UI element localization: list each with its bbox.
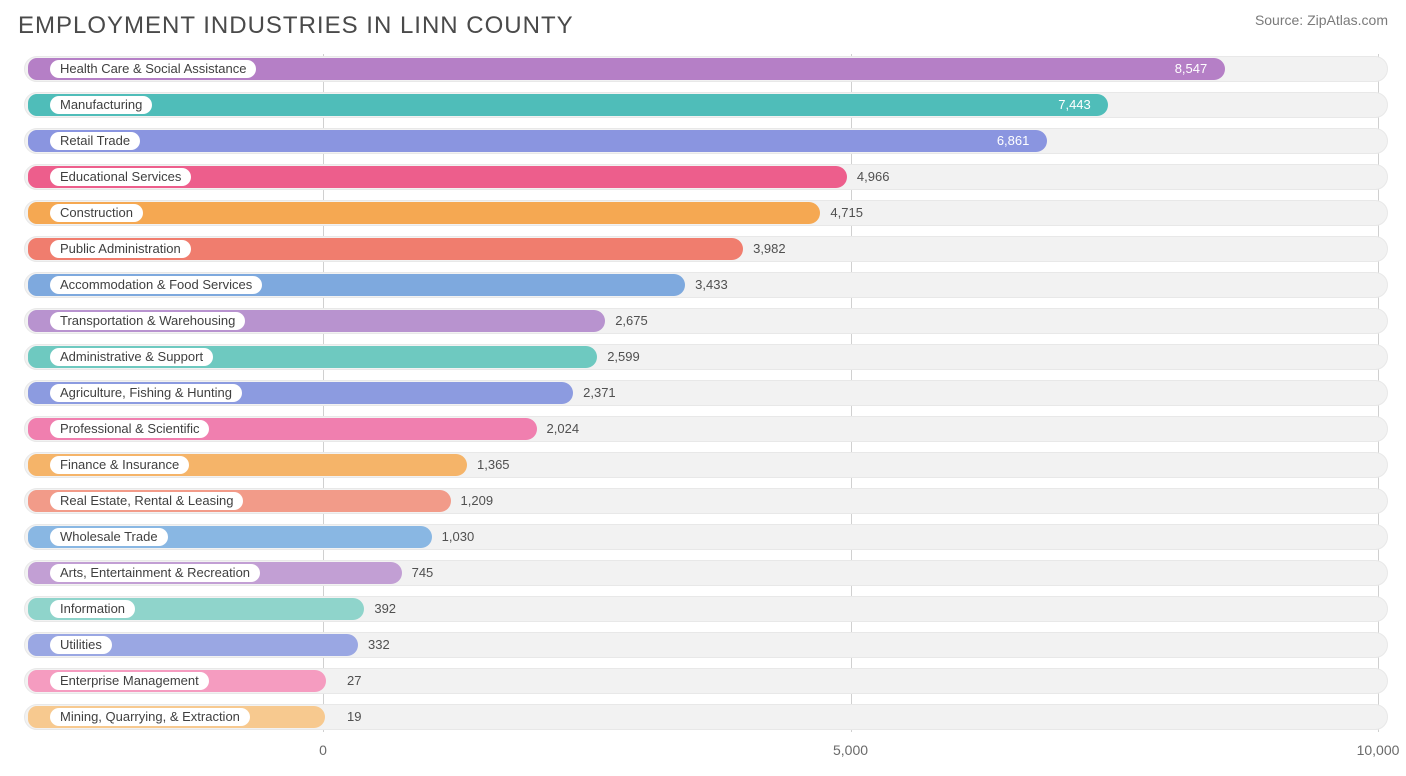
bar-value: 19: [347, 708, 361, 726]
bar-bridge: [28, 94, 1108, 116]
bar-value: 27: [347, 672, 361, 690]
bar-label: Finance & Insurance: [50, 456, 189, 474]
bar-label: Accommodation & Food Services: [50, 276, 262, 294]
bar-row: Transportation & Warehousing 2,675: [18, 306, 1388, 336]
bar-row: Construction 4,715: [18, 198, 1388, 228]
source-label: Source:: [1255, 12, 1307, 28]
bar-label: Enterprise Management: [50, 672, 209, 690]
chart-area: Health Care & Social Assistance 8,547 Manu…: [18, 54, 1388, 768]
bar-row: Manufacturing 7,443: [18, 90, 1388, 120]
source-name: ZipAtlas.com: [1307, 12, 1388, 28]
bar-row: Enterprise Management 27: [18, 666, 1388, 696]
bar-value: 1,030: [442, 528, 475, 546]
bar-label: Wholesale Trade: [50, 528, 168, 546]
bar-label: Utilities: [50, 636, 112, 654]
bar-value: 4,966: [857, 168, 890, 186]
bar-value: 2,024: [547, 420, 580, 438]
bar-label: Mining, Quarrying, & Extraction: [50, 708, 250, 726]
bar-row: Professional & Scientific 2,024: [18, 414, 1388, 444]
bar-value: 332: [368, 636, 390, 654]
bar-row: Real Estate, Rental & Leasing 1,209: [18, 486, 1388, 516]
bar-label: Administrative & Support: [50, 348, 213, 366]
bar-value: 8,547: [1175, 60, 1208, 78]
bar-value: 4,715: [830, 204, 863, 222]
bar-row: Mining, Quarrying, & Extraction 19: [18, 702, 1388, 732]
bar-row: Agriculture, Fishing & Hunting 2,371: [18, 378, 1388, 408]
chart-title: EMPLOYMENT INDUSTRIES IN LINN COUNTY: [18, 12, 574, 40]
x-tick: 10,000: [1357, 742, 1400, 758]
bar-row: Educational Services 4,966: [18, 162, 1388, 192]
bar-label: Construction: [50, 204, 143, 222]
bar-value: 392: [374, 600, 396, 618]
bar-value: 3,982: [753, 240, 786, 258]
bar-bridge: [28, 130, 1047, 152]
bar-value: 2,675: [615, 312, 648, 330]
bar-row: Administrative & Support 2,599: [18, 342, 1388, 372]
chart-header: EMPLOYMENT INDUSTRIES IN LINN COUNTY Sou…: [18, 12, 1388, 40]
bar-row: Utilities 332: [18, 630, 1388, 660]
bar-value: 6,861: [997, 132, 1030, 150]
x-tick: 5,000: [833, 742, 868, 758]
bar-row: Public Administration 3,982: [18, 234, 1388, 264]
bar-value: 1,209: [461, 492, 494, 510]
bar-label: Information: [50, 600, 135, 618]
bar-label: Professional & Scientific: [50, 420, 209, 438]
bar-row: Arts, Entertainment & Recreation 745: [18, 558, 1388, 588]
chart-source: Source: ZipAtlas.com: [1255, 12, 1388, 28]
bar-label: Agriculture, Fishing & Hunting: [50, 384, 242, 402]
bar-row: Finance & Insurance 1,365: [18, 450, 1388, 480]
bar-label: Real Estate, Rental & Leasing: [50, 492, 243, 510]
bar-label: Retail Trade: [50, 132, 140, 150]
bar-label: Arts, Entertainment & Recreation: [50, 564, 260, 582]
bar-label: Educational Services: [50, 168, 191, 186]
bar-value: 745: [412, 564, 434, 582]
bar-row: Information 392: [18, 594, 1388, 624]
bar-bridge: [28, 202, 820, 224]
x-axis: 05,00010,000: [18, 738, 1388, 768]
bar-row: Retail Trade 6,861: [18, 126, 1388, 156]
bar-row: Wholesale Trade 1,030: [18, 522, 1388, 552]
bar-value: 2,599: [607, 348, 640, 366]
bar-list: Health Care & Social Assistance 8,547 Manu…: [18, 54, 1388, 732]
bar-value: 2,371: [583, 384, 616, 402]
bar-row: Health Care & Social Assistance 8,547: [18, 54, 1388, 84]
bar-value: 7,443: [1058, 96, 1091, 114]
bar-value: 1,365: [477, 456, 510, 474]
bar-row: Accommodation & Food Services 3,433: [18, 270, 1388, 300]
x-tick: 0: [319, 742, 327, 758]
bar-value: 3,433: [695, 276, 728, 294]
bar-label: Public Administration: [50, 240, 191, 258]
bar-label: Transportation & Warehousing: [50, 312, 245, 330]
bar-label: Manufacturing: [50, 96, 152, 114]
bar-label: Health Care & Social Assistance: [50, 60, 256, 78]
